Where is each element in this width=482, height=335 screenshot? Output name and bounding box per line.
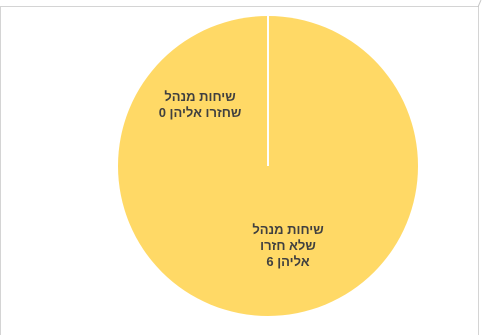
data-label-not-returned: שיחות מנהל שלא חזרו אליהן 6 — [228, 222, 348, 270]
corner-mark-icon — [477, 0, 482, 8]
data-label-returned-line2: שחזרו אליהן 0 — [158, 105, 242, 120]
data-label-not-returned-line1: שיחות מנהל — [252, 222, 324, 237]
data-label-returned: שיחות מנהל שחזרו אליהן 0 — [140, 89, 260, 121]
pie-slices — [118, 16, 418, 316]
data-label-not-returned-line3: אליהן 6 — [266, 254, 310, 269]
chart-frame-right-border — [478, 6, 479, 335]
data-label-not-returned-line2: שלא חזרו — [260, 238, 316, 253]
chart-frame-left-border — [0, 6, 1, 335]
chart-frame-top-border — [0, 6, 478, 7]
data-label-returned-line1: שיחות מנהל — [164, 89, 236, 104]
